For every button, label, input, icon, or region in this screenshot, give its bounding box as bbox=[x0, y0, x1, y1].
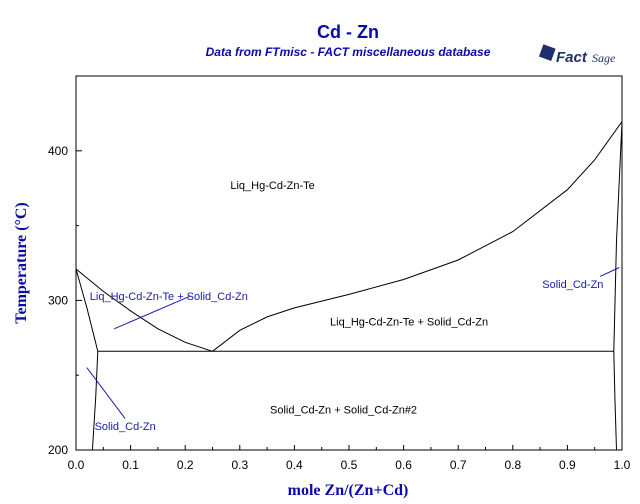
logo-word-2: Sage bbox=[592, 51, 616, 65]
x-tick-label: 0.5 bbox=[341, 458, 358, 472]
phase-boundaries bbox=[75, 121, 623, 451]
label-pointer bbox=[599, 267, 620, 277]
x-tick-label: 1.0 bbox=[614, 458, 631, 472]
region-label: Liq_Hg-Cd-Zn-Te + Solid_Cd-Zn bbox=[90, 291, 248, 303]
region-label: Solid_Cd-Zn bbox=[542, 279, 603, 291]
y-axis: 200 300 400 bbox=[48, 144, 82, 457]
logo-mark bbox=[538, 44, 556, 61]
curve-liquidus-zn bbox=[212, 121, 623, 352]
region-label: Solid_Cd-Zn + Solid_Cd-Zn#2 bbox=[270, 405, 417, 417]
x-tick-label: 0.1 bbox=[122, 458, 139, 472]
x-axis-label: mole Zn/(Zn+Cd) bbox=[288, 482, 409, 499]
label-pointer bbox=[86, 367, 126, 419]
x-tick-label: 0.0 bbox=[68, 458, 85, 472]
y-tick-label: 400 bbox=[48, 144, 68, 158]
curve-liquidus-cd bbox=[75, 268, 213, 352]
x-tick-label: 0.2 bbox=[177, 458, 194, 472]
x-axis: 0.0 0.1 0.2 0.3 0.4 0.5 0.6 0.7 0.8 0.9 1.0 bbox=[68, 445, 631, 472]
x-tick-label: 0.9 bbox=[559, 458, 576, 472]
y-axis-label: Temperature (°C) bbox=[13, 202, 30, 323]
factsage-logo: Fact Sage bbox=[538, 44, 616, 66]
x-tick-label: 0.8 bbox=[504, 458, 521, 472]
curve-solvus-zn bbox=[613, 351, 617, 451]
x-tick-label: 0.3 bbox=[231, 458, 248, 472]
region-labels: Liq_Hg-Cd-Zn-Te Liq_Hg-Cd-Zn-Te + Solid_C… bbox=[86, 180, 620, 433]
y-tick-label: 300 bbox=[48, 293, 68, 307]
chart-title: Cd - Zn bbox=[317, 22, 379, 42]
x-tick-label: 0.7 bbox=[450, 458, 467, 472]
curve-solidus-cd-upper bbox=[75, 268, 99, 352]
logo-word: Fact bbox=[556, 49, 588, 66]
x-tick-label: 0.6 bbox=[395, 458, 412, 472]
region-label: Solid_Cd-Zn bbox=[95, 421, 156, 433]
region-label: Liq_Hg-Cd-Zn-Te + Solid_Cd-Zn bbox=[330, 316, 488, 328]
x-tick-label: 0.4 bbox=[286, 458, 303, 472]
y-tick-label: 200 bbox=[48, 443, 68, 457]
curve-solidus-zn bbox=[613, 121, 623, 352]
region-label: Liq_Hg-Cd-Zn-Te bbox=[230, 180, 314, 192]
chart-subtitle: Data from FTmisc - FACT miscellaneous da… bbox=[206, 45, 491, 59]
label-pointer bbox=[114, 295, 191, 330]
plot-frame bbox=[75, 75, 623, 451]
curve-solvus-cd bbox=[91, 351, 99, 451]
